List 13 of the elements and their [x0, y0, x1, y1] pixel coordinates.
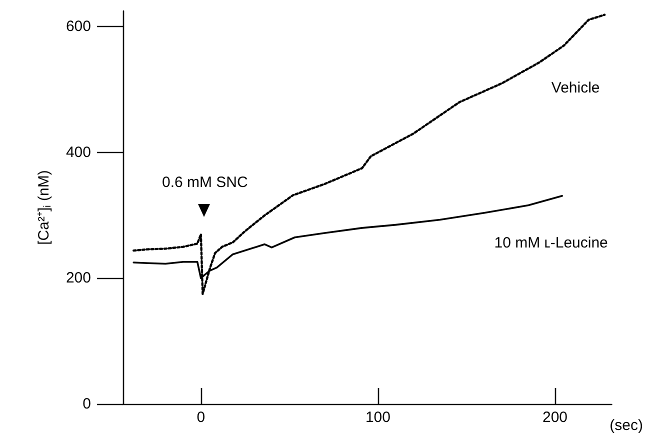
annotation: 0.6 mM SNC [162, 174, 248, 191]
series-label: Vehicle [551, 79, 600, 96]
x-tick-label: 100 [365, 409, 390, 426]
y-tick-label: 0 [82, 396, 91, 412]
x-tick-label: 200 [542, 409, 568, 426]
y-tick-label: 400 [66, 144, 91, 161]
y-tick-label: 200 [66, 270, 91, 287]
x-tick-label: 0 [196, 409, 206, 426]
series-label: 10 mM ʟ-Leucine [494, 234, 608, 252]
y-axis-title: [Ca²⁺]i (nM) [36, 170, 54, 245]
line-series [132, 14, 606, 296]
x-axis-title: (sec) [610, 417, 644, 433]
y-tick-label: 600 [66, 18, 91, 36]
